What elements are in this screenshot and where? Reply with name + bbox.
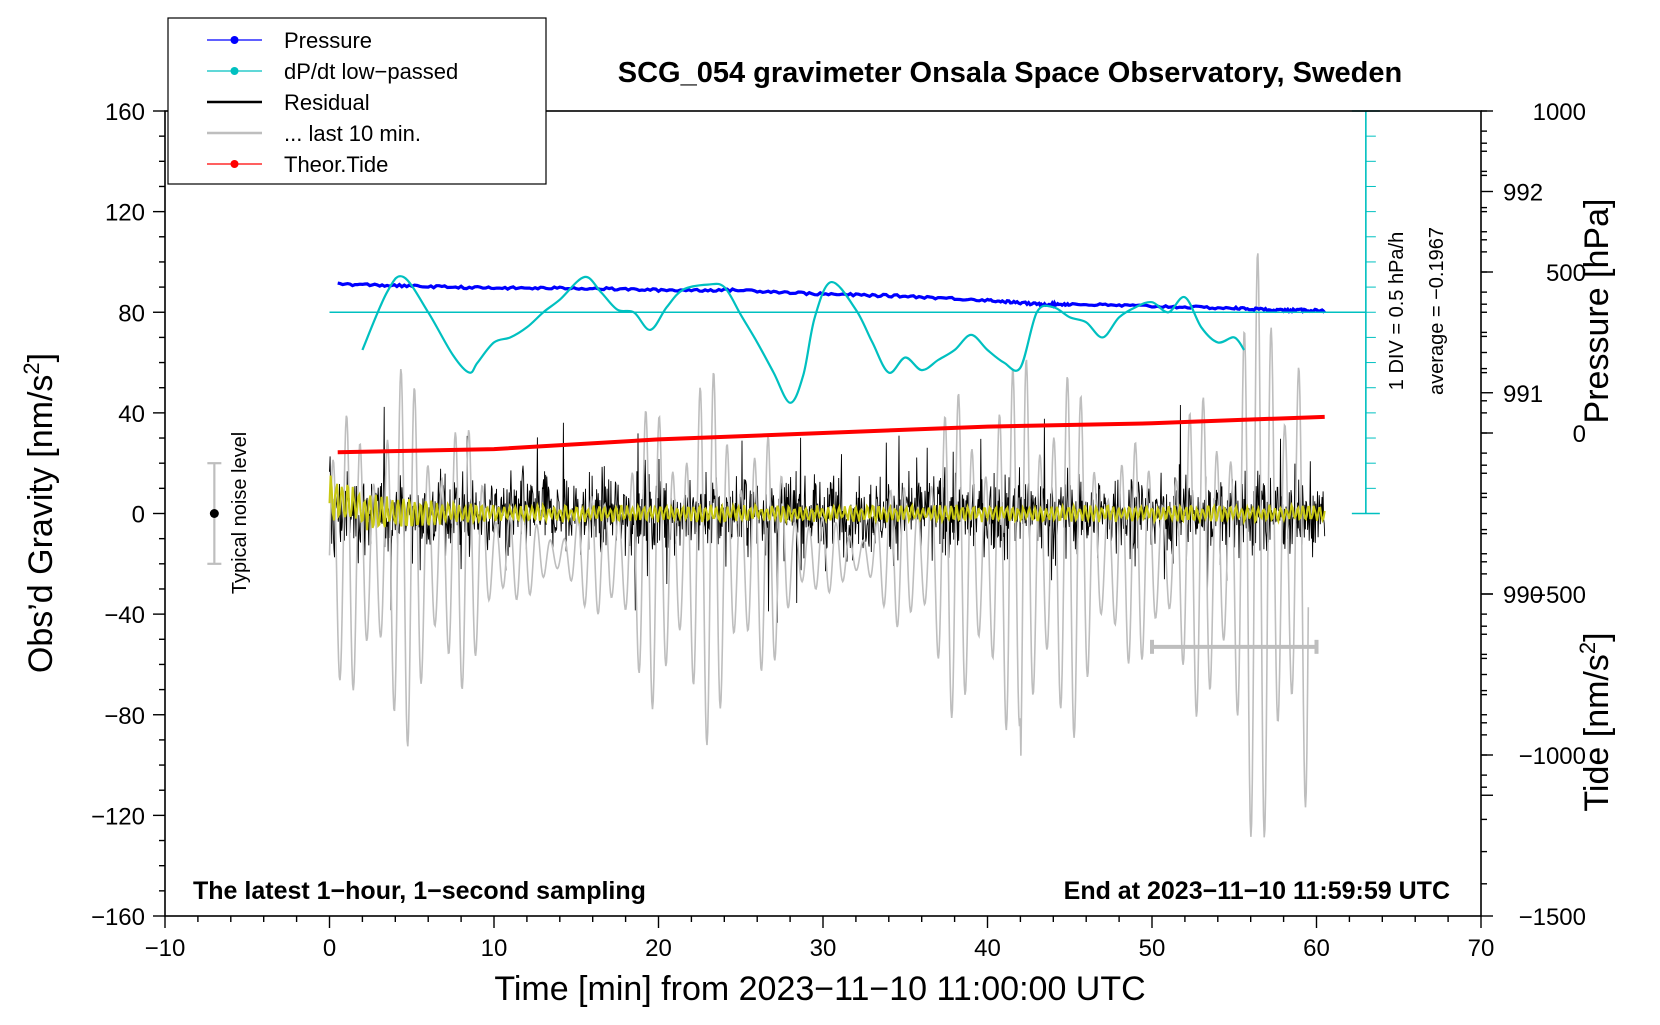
legend-box xyxy=(167,17,547,185)
y-left-tick-label: −40 xyxy=(104,602,145,629)
pressure-series xyxy=(337,281,1326,314)
y-left-tick-label: −160 xyxy=(91,904,145,931)
x-tick-label: −10 xyxy=(145,935,186,962)
y-tide-axis-label: Tide [nm/s2] xyxy=(1575,632,1616,811)
noise-bar-center-dot xyxy=(209,509,219,518)
y-pressure-tick-label: 992 xyxy=(1503,180,1543,207)
legend: Pressure dP/dt low−passed Residual ... last… xyxy=(167,17,547,185)
x-tick-label: 20 xyxy=(645,935,672,962)
residual-lowpass-series xyxy=(328,475,1326,531)
legend-label: Residual xyxy=(284,90,370,115)
y-left-axis-label-main: Obs’d Gravity [nm/s xyxy=(22,375,60,674)
legend-label: dP/dt low−passed xyxy=(284,59,458,84)
x-tick-label: 40 xyxy=(974,935,1001,962)
y-left-tick-label: 80 xyxy=(118,300,145,327)
legend-swatch-marker xyxy=(230,160,239,168)
y-tide-tick-label: −1500 xyxy=(1519,904,1586,931)
sampling-note: The latest 1−hour, 1−second sampling xyxy=(193,877,646,905)
y-left-tick-label: 40 xyxy=(118,401,145,428)
chart-title: SCG_054 gravimeter Onsala Space Observat… xyxy=(618,57,1402,89)
dpdt-line xyxy=(361,275,1246,404)
pressure-line xyxy=(337,281,1326,314)
theoretical-tide-series xyxy=(337,414,1325,455)
last-10-min-bar xyxy=(1150,639,1319,654)
x-axis-label: Time [min] from 2023−11−10 11:00:00 UTC xyxy=(494,970,1145,1008)
y-tide-axis-ticks: 1000 500 0 −500 −1000 −1500 xyxy=(1481,99,1586,931)
x-tick-label: 0 xyxy=(323,935,336,962)
noise-level-bar xyxy=(207,462,222,565)
legend-swatch-marker xyxy=(230,67,239,75)
y-tide-tick-label: 500 xyxy=(1546,260,1586,287)
y-tide-axis-label-end: ] xyxy=(1578,632,1616,641)
x-tick-label: 70 xyxy=(1468,935,1495,962)
y-pressure-tick-label: 991 xyxy=(1503,381,1543,408)
dpdt-average-text: average = −0.1967 xyxy=(1426,227,1448,395)
y-pressure-tick-label: 990 xyxy=(1503,582,1543,609)
end-time-note: End at 2023−11−10 11:59:59 UTC xyxy=(1064,877,1450,905)
y-tide-tick-label: 1000 xyxy=(1533,99,1586,126)
y-left-axis-label-end: ] xyxy=(22,353,60,362)
y-left-tick-label: 120 xyxy=(105,200,145,227)
x-axis-ticks: −10 0 10 20 30 40 50 60 70 xyxy=(145,916,1495,962)
residual-line xyxy=(329,404,1326,623)
y-left-tick-label: 0 xyxy=(132,502,145,529)
dpdt-scale-text: 1 DIV = 0.5 hPa/h xyxy=(1386,232,1408,390)
residual-lowpass-line xyxy=(328,475,1326,531)
y-tide-tick-label: −500 xyxy=(1532,582,1586,609)
y-tide-tick-label: −1000 xyxy=(1519,743,1586,770)
y-tide-axis-label-sup: 2 xyxy=(1575,642,1600,654)
y-tide-tick-label: 0 xyxy=(1573,421,1586,448)
y-left-axis-ticks: 160 120 80 40 0 −40 −80 −120 −160 xyxy=(91,99,165,931)
y-left-tick-label: −80 xyxy=(104,703,145,730)
noise-level-label: Typical noise level xyxy=(229,432,251,594)
legend-swatch-marker xyxy=(230,36,239,44)
y-tide-axis-label-main: Tide [nm/s xyxy=(1578,654,1616,811)
y-left-axis-label: Obs’d Gravity [nm/s2] xyxy=(19,353,60,673)
y-pressure-axis-ticks: 992 991 990 xyxy=(1481,110,1543,796)
x-tick-label: 30 xyxy=(810,935,837,962)
y-left-axis-label-sup: 2 xyxy=(19,362,44,374)
dpdt-series xyxy=(329,275,1366,404)
legend-label: ... last 10 min. xyxy=(284,121,421,146)
y-left-tick-label: −120 xyxy=(91,803,145,830)
legend-label: Theor.Tide xyxy=(284,152,388,177)
theoretical-tide-line xyxy=(337,414,1325,455)
last-10-min-line xyxy=(328,253,1310,838)
residual-series xyxy=(329,404,1326,623)
x-tick-label: 50 xyxy=(1139,935,1166,962)
y-pressure-axis-label: Pressure [hPa] xyxy=(1578,199,1616,424)
last-10-min-series xyxy=(328,253,1310,838)
x-tick-label: 60 xyxy=(1303,935,1330,962)
x-tick-label: 10 xyxy=(481,935,508,962)
y-left-tick-label: 160 xyxy=(105,99,145,126)
legend-label: Pressure xyxy=(284,28,372,53)
